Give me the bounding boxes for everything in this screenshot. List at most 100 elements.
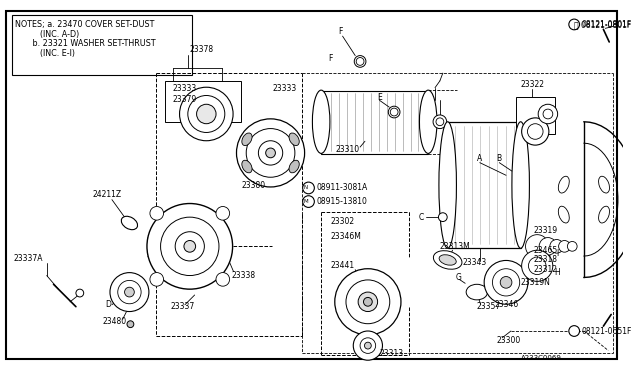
Circle shape [76, 289, 84, 297]
Ellipse shape [184, 241, 196, 252]
Text: 23333: 23333 [273, 84, 297, 93]
Circle shape [522, 118, 549, 145]
Circle shape [569, 326, 580, 336]
Circle shape [569, 19, 580, 30]
Circle shape [438, 213, 447, 221]
Ellipse shape [246, 129, 295, 177]
Circle shape [110, 273, 149, 311]
Circle shape [127, 321, 134, 328]
Ellipse shape [388, 106, 400, 118]
Text: 23379: 23379 [172, 95, 196, 104]
Text: 23300: 23300 [497, 336, 520, 345]
Ellipse shape [147, 203, 232, 289]
Text: 08121-0801F: 08121-0801F [581, 20, 631, 29]
Circle shape [356, 58, 364, 65]
Text: 08121-0651F: 08121-0651F [581, 327, 632, 336]
Text: 23441: 23441 [331, 261, 355, 270]
Text: 23319: 23319 [533, 226, 557, 235]
Ellipse shape [355, 55, 366, 67]
Circle shape [150, 273, 164, 286]
Text: 23322: 23322 [521, 80, 545, 89]
Text: 23346M: 23346M [331, 232, 362, 241]
Ellipse shape [242, 133, 252, 145]
Text: H: H [555, 268, 561, 277]
Ellipse shape [364, 298, 372, 306]
Ellipse shape [259, 141, 283, 165]
Circle shape [543, 109, 553, 119]
Ellipse shape [312, 90, 330, 153]
Bar [447, 122, 521, 248]
Text: A233C0069: A233C0069 [521, 355, 561, 361]
Ellipse shape [568, 241, 577, 251]
Ellipse shape [433, 115, 447, 129]
Text: 08911-3081A: 08911-3081A [316, 183, 367, 192]
Ellipse shape [237, 119, 305, 187]
Text: 23380: 23380 [241, 180, 266, 189]
Circle shape [216, 206, 230, 220]
Text: 23343: 23343 [462, 259, 486, 267]
Text: E: E [378, 93, 382, 102]
Ellipse shape [266, 148, 275, 158]
Text: 23337: 23337 [170, 302, 195, 311]
Circle shape [150, 206, 164, 220]
Text: b. 23321 WASHER SET-THRUST: b. 23321 WASHER SET-THRUST [15, 39, 156, 48]
Circle shape [538, 104, 557, 124]
Text: M: M [303, 199, 308, 204]
Bar [321, 91, 428, 154]
Text: 23302: 23302 [331, 217, 355, 225]
Circle shape [303, 182, 314, 194]
Ellipse shape [188, 96, 225, 132]
Text: 08915-13810: 08915-13810 [316, 197, 367, 206]
Bar [12, 15, 192, 75]
Text: 23310: 23310 [336, 144, 360, 154]
Text: NOTES; a. 23470 COVER SET-DUST: NOTES; a. 23470 COVER SET-DUST [15, 20, 154, 29]
Text: B: B [497, 154, 502, 163]
Ellipse shape [353, 331, 383, 360]
Ellipse shape [358, 292, 378, 311]
Ellipse shape [419, 90, 437, 153]
Text: D: D [105, 300, 111, 309]
Bar [516, 97, 555, 134]
Ellipse shape [242, 160, 252, 173]
Ellipse shape [196, 104, 216, 124]
Ellipse shape [559, 241, 570, 252]
Circle shape [390, 108, 398, 116]
Ellipse shape [364, 342, 371, 349]
Circle shape [216, 273, 230, 286]
Text: C: C [419, 213, 424, 222]
Bar [166, 81, 241, 122]
Ellipse shape [175, 232, 204, 261]
Text: (INC. A-D): (INC. A-D) [15, 30, 79, 39]
Text: Ⓑ 08121-0801F: Ⓑ 08121-0801F [574, 20, 632, 29]
Ellipse shape [180, 87, 233, 141]
Ellipse shape [289, 160, 300, 173]
Circle shape [527, 124, 543, 139]
Text: 23313M: 23313M [440, 242, 470, 251]
Ellipse shape [558, 206, 569, 223]
Text: I: I [557, 248, 559, 258]
Ellipse shape [161, 217, 219, 276]
Ellipse shape [335, 269, 401, 335]
Ellipse shape [492, 269, 520, 296]
Text: 23357: 23357 [477, 302, 501, 311]
Ellipse shape [466, 284, 488, 300]
Text: 23319N: 23319N [521, 278, 550, 287]
Text: 24211Z: 24211Z [92, 190, 122, 199]
Circle shape [436, 118, 444, 126]
Text: 23480: 23480 [102, 317, 126, 326]
Text: A: A [477, 154, 482, 163]
Text: F: F [328, 54, 332, 63]
Ellipse shape [346, 280, 390, 324]
Text: 23313: 23313 [380, 349, 404, 358]
Ellipse shape [500, 276, 512, 288]
Ellipse shape [433, 251, 462, 269]
Ellipse shape [512, 122, 529, 248]
Ellipse shape [598, 176, 609, 193]
Circle shape [118, 280, 141, 304]
Ellipse shape [122, 216, 138, 230]
Ellipse shape [522, 250, 553, 281]
Text: G: G [456, 273, 461, 282]
Circle shape [303, 196, 314, 208]
Ellipse shape [529, 257, 546, 275]
Text: 23318: 23318 [533, 256, 557, 264]
